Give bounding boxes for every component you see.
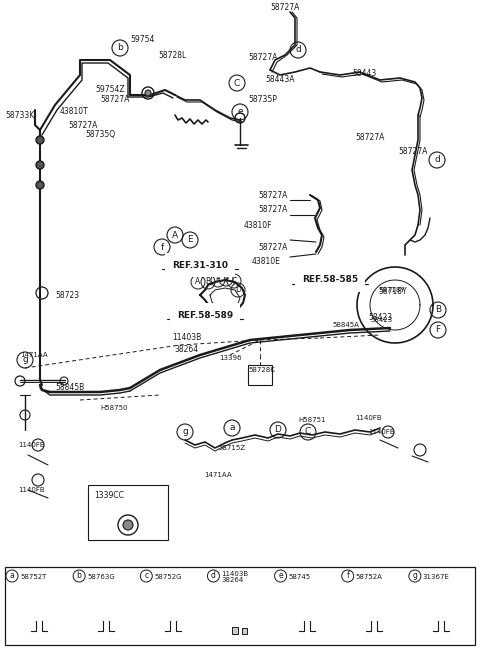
Text: 58727A: 58727A <box>68 120 97 129</box>
Text: b: b <box>77 571 82 580</box>
Text: 58845A: 58845A <box>332 322 359 328</box>
Text: 58718Y: 58718Y <box>378 287 405 293</box>
Text: 58728K: 58728K <box>248 367 275 373</box>
Text: D: D <box>275 426 281 434</box>
Text: 59754: 59754 <box>130 36 155 44</box>
Text: 58727A: 58727A <box>270 3 300 12</box>
Text: 43810E: 43810E <box>251 257 280 266</box>
Text: 58423: 58423 <box>370 317 392 323</box>
Text: c: c <box>144 571 148 580</box>
Text: 43810T: 43810T <box>60 107 89 116</box>
Text: 58752A: 58752A <box>356 574 383 580</box>
Text: 58727A: 58727A <box>259 205 288 214</box>
Text: e: e <box>278 571 283 580</box>
Text: 58715Z: 58715Z <box>218 445 245 451</box>
Bar <box>5 567 475 645</box>
Text: 1339CC: 1339CC <box>94 491 124 499</box>
Text: 58763G: 58763G <box>87 574 115 580</box>
Text: B: B <box>205 278 211 287</box>
Circle shape <box>145 90 151 96</box>
Text: C: C <box>234 79 240 88</box>
Text: 1140FB: 1140FB <box>18 487 45 493</box>
Text: 1140FB: 1140FB <box>368 429 395 435</box>
Text: d: d <box>434 155 440 164</box>
Text: A: A <box>195 278 201 287</box>
Text: 58443A: 58443A <box>265 75 295 84</box>
Circle shape <box>36 161 44 169</box>
Text: D: D <box>235 285 241 294</box>
Text: 58745: 58745 <box>288 574 311 580</box>
Bar <box>242 627 247 634</box>
Text: 58718Y: 58718Y <box>378 287 407 296</box>
Text: 58727A: 58727A <box>100 96 130 105</box>
Text: 58443: 58443 <box>352 68 376 77</box>
Text: 1471AA: 1471AA <box>20 352 48 358</box>
Text: 59754Z: 59754Z <box>95 86 125 94</box>
Bar <box>232 627 238 634</box>
Text: 58727A: 58727A <box>259 190 288 200</box>
Text: 58423: 58423 <box>368 313 392 322</box>
Text: 58752G: 58752G <box>154 574 182 580</box>
Text: 58727A: 58727A <box>259 244 288 252</box>
Text: 58728L: 58728L <box>158 51 186 60</box>
Text: B: B <box>435 306 441 315</box>
Text: 58727A: 58727A <box>248 53 277 62</box>
Text: 1140FB: 1140FB <box>355 415 382 421</box>
Text: b: b <box>117 44 123 53</box>
Text: 58752T: 58752T <box>20 574 47 580</box>
Text: F: F <box>224 274 228 283</box>
Text: 43810F: 43810F <box>243 220 272 229</box>
Text: f: f <box>347 571 349 580</box>
Text: a: a <box>229 424 235 432</box>
Text: 58727A: 58727A <box>355 133 384 142</box>
Text: d: d <box>295 46 301 55</box>
Text: g: g <box>182 428 188 437</box>
Text: 31367E: 31367E <box>423 574 450 580</box>
Text: F: F <box>435 326 441 335</box>
Text: E: E <box>216 276 220 285</box>
Text: H58751: H58751 <box>298 417 325 423</box>
Text: g: g <box>22 356 28 365</box>
Text: 38264: 38264 <box>174 346 198 354</box>
Circle shape <box>36 181 44 189</box>
Text: 13396: 13396 <box>219 355 241 361</box>
Text: E: E <box>187 235 193 244</box>
Text: a: a <box>10 571 14 580</box>
Text: 11403B: 11403B <box>172 333 201 343</box>
Text: 11403B
38264: 11403B 38264 <box>221 571 249 584</box>
Text: A: A <box>172 231 178 239</box>
Text: e: e <box>237 107 243 116</box>
Text: REF.31-310: REF.31-310 <box>172 261 228 270</box>
Text: 58723: 58723 <box>55 291 79 300</box>
Text: C: C <box>305 428 311 437</box>
Text: REF.58-585: REF.58-585 <box>302 276 358 285</box>
Text: f: f <box>160 242 164 252</box>
Text: 1471AA: 1471AA <box>204 472 232 478</box>
Text: 58733K: 58733K <box>5 111 34 120</box>
Text: 58735P: 58735P <box>248 96 277 105</box>
Text: 58735Q: 58735Q <box>85 131 115 140</box>
Text: d: d <box>211 571 216 580</box>
FancyBboxPatch shape <box>248 365 272 385</box>
Text: 1140FB: 1140FB <box>18 442 45 448</box>
Circle shape <box>36 136 44 144</box>
Text: 58727A: 58727A <box>398 148 427 157</box>
Text: REF.58-589: REF.58-589 <box>177 311 233 320</box>
Text: g: g <box>412 571 417 580</box>
Bar <box>88 485 168 540</box>
Circle shape <box>123 520 133 530</box>
Text: H58750: H58750 <box>100 405 128 411</box>
Text: C: C <box>231 276 237 285</box>
Text: 58845B: 58845B <box>55 384 84 393</box>
